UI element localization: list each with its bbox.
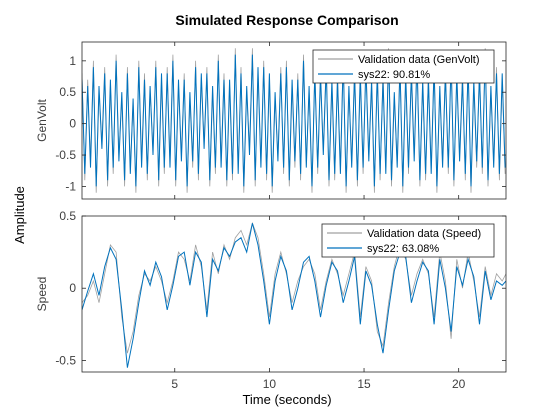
x-tick-label: 20 (452, 377, 466, 391)
y-tick-label: -0.5 (55, 148, 76, 162)
y-tick-label: 0 (69, 281, 76, 295)
series-line-2 (82, 54, 506, 187)
legend-box (321, 223, 495, 258)
axes-box (81, 41, 507, 200)
x-tick-label: 5 (171, 377, 178, 391)
legend-box (312, 49, 495, 84)
legend-entry: sys22: 90.81% (358, 69, 430, 81)
subplot-1: -1 -0.5 0 0.5 1 GenVolt Validation data (GenVo… (35, 41, 507, 200)
shared-ylabel: Amplitude (12, 186, 27, 244)
y-tick-label: 0.5 (59, 85, 76, 99)
legend-entry: Validation data (Speed) (367, 228, 481, 240)
x-tick-label: 15 (357, 377, 371, 391)
y-tick-label: 1 (69, 54, 76, 68)
axes-box (81, 215, 507, 373)
y-tick-label: 0 (69, 117, 76, 131)
subplot-2: 5 10 15 20 -0.5 0 0.5 Speed Validation data (Spe… (35, 209, 507, 391)
y-tick-label: -0.5 (55, 353, 76, 367)
legend: Validation data (Speed) sys22: 63.08% (321, 223, 495, 258)
legend-entry: sys22: 63.08% (367, 243, 439, 255)
y-axis-label: Speed (35, 277, 49, 312)
legend: Validation data (GenVolt) sys22: 90.81% (312, 49, 495, 84)
y-tick-label: -1 (65, 179, 76, 193)
legend-entry: Validation data (GenVolt) (358, 54, 479, 66)
y-axis-label: GenVolt (35, 98, 49, 141)
x-tick-label: 10 (263, 377, 277, 391)
series-line-2 (82, 223, 506, 368)
figure-title: Simulated Response Comparison (175, 12, 398, 28)
x-axis-label: Time (seconds) (242, 392, 331, 407)
y-tick-label: 0.5 (59, 209, 76, 223)
